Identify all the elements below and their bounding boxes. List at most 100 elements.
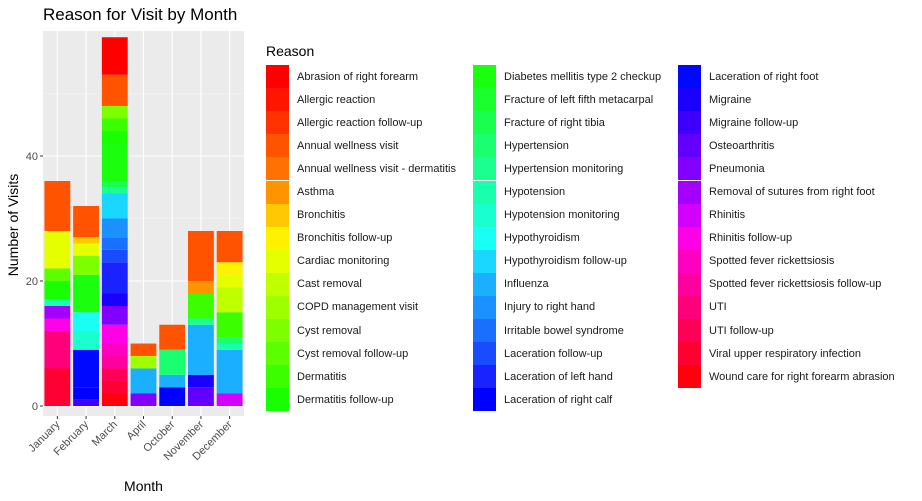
legend-item-influenza: Influenza: [473, 272, 661, 296]
bar-segment-november-dermatitis: [188, 293, 214, 319]
legend-swatch: [473, 272, 496, 296]
legend-swatch: [266, 134, 289, 158]
legend-label: Hypertension monitoring: [504, 162, 624, 175]
legend-label: Dermatitis follow-up: [297, 393, 394, 406]
legend-swatch: [678, 319, 701, 343]
legend-label: Cardiac monitoring: [297, 255, 390, 268]
legend-label: Hypotension monitoring: [504, 209, 620, 222]
legend-label: UTI follow-up: [709, 324, 774, 337]
bar-segment-january-annual-wellness-visit: [44, 181, 71, 231]
legend-swatch: [678, 342, 701, 366]
y-axis-title: Number of Visits: [5, 174, 21, 276]
legend-label: Bronchitis follow-up: [297, 232, 393, 245]
legend-title: Reason: [266, 43, 315, 59]
bar-segment-january-cardiac-monitoring: [44, 231, 71, 269]
legend-item-allergic-reaction-follow-up: Allergic reaction follow-up: [266, 111, 456, 135]
legend-item-laceration-of-left-hand: Laceration of left hand: [473, 365, 661, 389]
legend-swatch: [266, 111, 289, 135]
legend-column-1: Abrasion of right forearm Allergic reacti…: [266, 65, 456, 412]
bar-segment-april-influenza: [130, 368, 157, 394]
legend-label: Cast removal: [297, 278, 362, 291]
legend-item-hypertension-monitoring: Hypertension monitoring: [473, 157, 661, 181]
bar-segment-march-irritable-bowel-syndrome: [101, 237, 128, 250]
legend-item-rhinitis: Rhinitis: [678, 203, 895, 227]
legend-item-dermatitis-follow-up: Dermatitis follow-up: [266, 388, 456, 412]
legend-item-fracture-of-left-fifth-metacarpal: Fracture of left fifth metacarpal: [473, 88, 661, 112]
legend-swatch: [678, 134, 701, 158]
legend-label: Pneumonia: [709, 162, 765, 175]
legend-label: Hypertension: [504, 139, 569, 152]
legend-label: Rhinitis follow-up: [709, 232, 793, 245]
legend-item-fracture-of-right-tibia: Fracture of right tibia: [473, 111, 661, 135]
legend-item-hypothyroidism-follow-up: Hypothyroidism follow-up: [473, 249, 661, 273]
legend-item-cyst-removal-follow-up: Cyst removal follow-up: [266, 342, 456, 366]
bar-segment-december-dermatitis: [216, 312, 243, 338]
bar-segment-december-cast-removal: [216, 287, 243, 313]
legend-item-laceration-of-right-foot: Laceration of right foot: [678, 65, 895, 89]
legend-label: Annual wellness visit: [297, 139, 399, 152]
legend-label: Irritable bowel syndrome: [504, 324, 624, 337]
bar-segment-november-osteoarthritis: [188, 387, 214, 406]
legend-swatch: [266, 65, 289, 89]
legend-label: Fracture of right tibia: [504, 116, 605, 129]
legend-item-diabetes-mellitis-type-2-checkup: Diabetes mellitis type 2 checkup: [473, 65, 661, 89]
legend-swatch: [473, 319, 496, 343]
legend-swatch: [266, 249, 289, 273]
legend-swatch: [266, 295, 289, 319]
legend-item-hypotension: Hypotension: [473, 180, 661, 204]
legend-swatch: [473, 88, 496, 112]
legend-swatch: [266, 365, 289, 389]
legend-item-dermatitis: Dermatitis: [266, 365, 456, 389]
bar-segment-february-cardiac-monitoring: [73, 243, 99, 256]
bar-segment-february-hypotension-monitoring: [73, 331, 99, 350]
legend-label: Migraine: [709, 93, 752, 106]
bar-segment-december-bronchitis-follow-up: [216, 262, 243, 275]
legend-swatch: [473, 342, 496, 366]
bar-segment-march-hypothyroidism-follow-up: [101, 193, 128, 219]
bar-segment-january-cyst-removal-follow-up: [44, 268, 71, 281]
legend-item-asthma: Asthma: [266, 180, 456, 204]
legend-item-wound-care-for-right-forearm-abrasion: Wound care for right forearm abrasion: [678, 365, 895, 389]
bar-segment-october-hypertension: [159, 349, 186, 375]
bar-segment-january-removal-of-sutures-from-right-foot: [44, 306, 71, 319]
legend-item-migraine-follow-up: Migraine follow-up: [678, 111, 895, 135]
bar-segment-december-hypotension: [216, 343, 243, 350]
chart-title: Reason for Visit by Month: [43, 5, 238, 24]
legend-swatch: [678, 249, 701, 273]
x-tick-label-april: April: [125, 419, 149, 443]
legend-label: Osteoarthritis: [709, 139, 775, 152]
legend-item-laceration-of-right-calf: Laceration of right calf: [473, 388, 661, 412]
legend-label: Viral upper respiratory infection: [709, 347, 862, 360]
legend-swatch: [678, 365, 701, 389]
bar-segment-april-copd-management-visit: [130, 356, 157, 369]
bar-segment-january-rhinitis-follow-up: [44, 318, 71, 331]
legend-label: Influenza: [504, 278, 549, 291]
legend-label: Cyst removal follow-up: [297, 347, 409, 360]
bar-segment-march-viral-upper-respiratory-infection: [101, 381, 128, 394]
legend-swatch: [473, 226, 496, 250]
bar-segment-november-asthma: [188, 281, 214, 294]
bar-segment-march-hypertension-monitoring: [101, 187, 128, 194]
legend-item-hypertension: Hypertension: [473, 134, 661, 158]
bar-segment-november-annual-wellness-visit: [188, 231, 214, 281]
legend-label: Abrasion of right forearm: [297, 70, 419, 83]
bar-segment-january-dermatitis-follow-up: [44, 281, 71, 300]
legend-label: Injury to right hand: [504, 301, 596, 314]
legend-swatch: [678, 272, 701, 296]
bar-segment-january-hypotension: [44, 299, 71, 306]
bar-segment-march-injury-to-right-hand: [101, 218, 128, 238]
legend-item-bronchitis: Bronchitis: [266, 203, 456, 227]
legend-item-cyst-removal: Cyst removal: [266, 319, 456, 343]
bar-segment-november-hypertension-monitoring: [188, 318, 214, 325]
legend-item-removal-of-sutures-from-right-foot: Removal of sutures from right foot: [678, 180, 895, 204]
legend-swatch: [266, 226, 289, 250]
legend-label: Allergic reaction follow-up: [297, 116, 423, 129]
legend-swatch: [678, 157, 701, 181]
legend-item-annual-wellness-visit: Annual wellness visit: [266, 134, 456, 158]
bar-segment-december-hypertension: [216, 337, 243, 344]
legend-label: Hypothyroidism follow-up: [504, 255, 627, 268]
legend-label: Laceration of right calf: [504, 393, 613, 406]
bar-segment-december-rhinitis: [216, 393, 243, 406]
legend-label: Wound care for right forearm abrasion: [709, 370, 895, 383]
legend-label: Dermatitis: [297, 370, 347, 383]
